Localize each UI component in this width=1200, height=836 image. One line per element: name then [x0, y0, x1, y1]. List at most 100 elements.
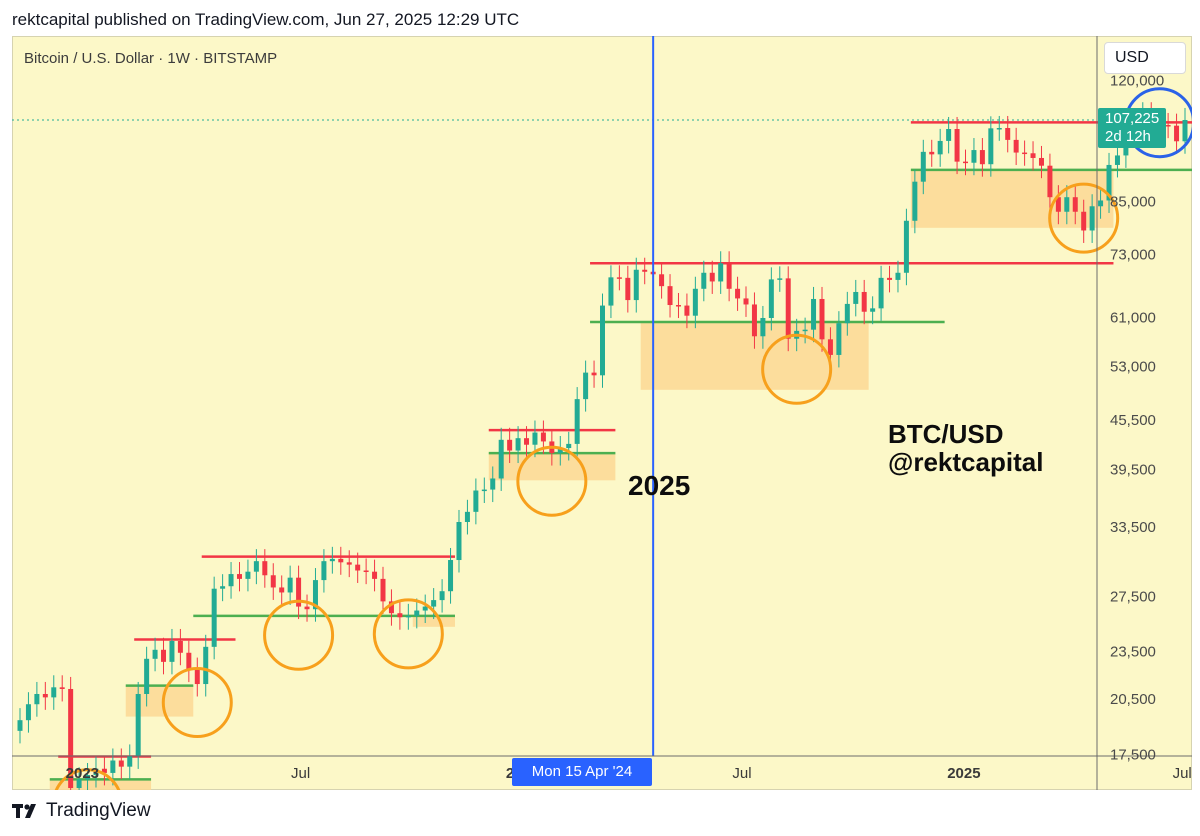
candle: [675, 292, 681, 319]
candle-body: [574, 399, 580, 444]
candle-body: [490, 478, 496, 490]
candle: [338, 546, 344, 575]
candle: [912, 169, 918, 234]
candle: [642, 257, 648, 285]
candle: [988, 116, 994, 177]
candle: [397, 601, 403, 630]
candle-body: [380, 578, 386, 602]
candle: [718, 251, 724, 294]
candle: [51, 675, 57, 710]
candle: [760, 305, 766, 349]
candle-body: [17, 720, 23, 731]
candle: [405, 603, 411, 630]
candle: [329, 546, 335, 574]
last-price-tag: 107,225 2d 12h: [1098, 108, 1166, 148]
candle: [735, 276, 741, 311]
candle: [1072, 185, 1078, 225]
candle: [1174, 113, 1180, 154]
candle: [566, 431, 572, 461]
candle-body: [659, 274, 665, 287]
candle: [557, 436, 563, 466]
candle-body: [540, 432, 546, 442]
candle: [811, 286, 817, 343]
candle-body: [1081, 211, 1087, 231]
candle-body: [566, 443, 572, 449]
candle: [211, 576, 217, 660]
chart-frame[interactable]: [12, 36, 1192, 790]
candle: [253, 549, 259, 585]
candle-body: [532, 432, 538, 445]
candle: [144, 646, 150, 707]
candle: [751, 292, 757, 349]
candle-body: [144, 658, 150, 694]
candle-body: [1055, 197, 1061, 212]
candle-body: [253, 561, 259, 572]
candle: [1022, 140, 1028, 166]
candle: [380, 566, 386, 614]
price-chart[interactable]: 120,000 85,000 73,000 61,000 53,000 45,500 39,…: [12, 36, 1192, 790]
candle-body: [1064, 197, 1070, 212]
candle-body: [456, 521, 462, 561]
candle-body: [743, 298, 749, 305]
y-tick-label: 23,500: [1110, 643, 1156, 660]
candle-body: [903, 220, 909, 273]
candle: [363, 558, 369, 585]
candle-body: [768, 279, 774, 318]
candle-body: [321, 561, 327, 581]
y-tick-label: 120,000: [1110, 73, 1164, 90]
candle: [599, 293, 605, 388]
candle: [186, 640, 192, 683]
candle: [498, 427, 504, 491]
candle-body: [85, 775, 91, 780]
candle-body: [498, 439, 504, 479]
candle-body: [68, 688, 74, 789]
ticker-label: BTC/USD: [888, 419, 1004, 449]
candle-body: [346, 562, 352, 565]
candle: [709, 260, 715, 294]
candle: [1005, 115, 1011, 153]
candle-body: [971, 150, 977, 163]
currency-selector[interactable]: USD: [1104, 42, 1186, 74]
candle: [490, 466, 496, 503]
candle-body: [937, 140, 943, 155]
candle-body: [338, 558, 344, 563]
candle: [431, 588, 437, 620]
candle-body: [464, 511, 470, 522]
candle-body: [1013, 139, 1019, 153]
candle: [203, 634, 209, 697]
candle-body: [220, 586, 226, 589]
candle-body: [1098, 200, 1104, 207]
highlight-circle-orange: [372, 598, 444, 670]
candle-body: [194, 669, 200, 685]
highlight-circle-orange: [161, 667, 233, 739]
candle-body: [616, 277, 622, 279]
candle: [946, 116, 952, 154]
candle: [507, 427, 513, 464]
price-levels: [12, 119, 1192, 781]
candle: [118, 748, 124, 780]
candle-body: [946, 129, 952, 141]
candle-body: [853, 291, 859, 304]
candle: [1081, 199, 1087, 243]
candle: [59, 675, 65, 702]
candle: [777, 266, 783, 292]
candle-body: [236, 574, 242, 579]
candle-body: [709, 272, 715, 282]
candle: [321, 549, 327, 593]
candle-body: [473, 490, 479, 512]
candle-body: [996, 128, 1002, 130]
candle-body: [135, 693, 141, 757]
candle-body: [388, 601, 394, 614]
candle: [177, 628, 183, 666]
candle-body: [481, 489, 487, 492]
ticker-annotation: BTC/USD @rektcapital: [888, 420, 1043, 476]
candle: [481, 477, 487, 503]
candle: [1064, 185, 1070, 225]
last-price-value: 107,225: [1105, 110, 1160, 127]
candle: [245, 559, 251, 592]
candle-body: [177, 641, 183, 653]
footer-brand[interactable]: TradingView: [12, 800, 151, 822]
candle: [895, 260, 901, 293]
candle-body: [777, 278, 783, 280]
candle: [659, 262, 665, 299]
